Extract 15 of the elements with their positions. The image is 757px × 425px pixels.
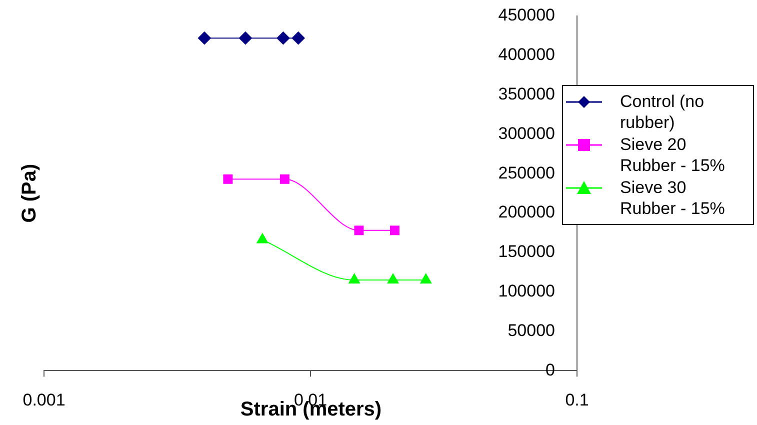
y-tick-label: 400000 <box>498 45 555 64</box>
y-tick-label: 250000 <box>498 163 555 182</box>
y-axis-title: G (Pa) <box>18 164 41 223</box>
y-tick-label: 300000 <box>498 124 555 143</box>
x-tick-label: 0.001 <box>22 390 66 410</box>
y-tick-label: 450000 <box>498 6 555 25</box>
legend-label: Sieve 30 Rubber - 15% <box>620 177 726 219</box>
legend-label: Control (no rubber) <box>620 91 706 133</box>
legend-label: Sieve 20 Rubber - 15% <box>620 134 726 176</box>
y-tick-label: 150000 <box>498 242 555 262</box>
y-tick-label: 50000 <box>508 320 555 340</box>
y-tick-label: 100000 <box>498 281 555 300</box>
y-tick-label: 200000 <box>498 202 555 222</box>
y-tick-label: 350000 <box>498 84 555 104</box>
x-tick-label: 0.1 <box>565 390 589 410</box>
